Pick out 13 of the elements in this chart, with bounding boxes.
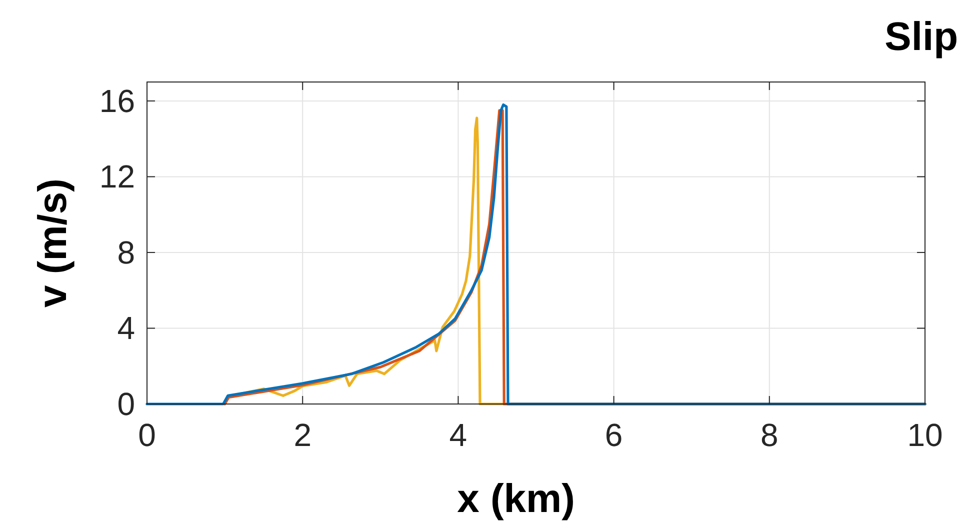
y-tick-label: 0: [117, 386, 135, 422]
y-tick-label: 4: [117, 310, 135, 346]
x-tick-label: 8: [760, 417, 778, 453]
chart-title: Slip: [884, 15, 958, 59]
y-tick-label: 16: [99, 82, 135, 119]
x-axis-title: x (km): [457, 477, 575, 521]
x-tick-label: 6: [604, 417, 623, 453]
y-tick-label: 12: [99, 158, 135, 195]
x-tick-label: 10: [907, 417, 943, 453]
y-tick-label: 8: [117, 234, 135, 270]
x-tick-label: 4: [449, 417, 468, 453]
x-tick-label: 2: [294, 417, 312, 453]
y-axis-title: v (m/s): [31, 178, 75, 308]
